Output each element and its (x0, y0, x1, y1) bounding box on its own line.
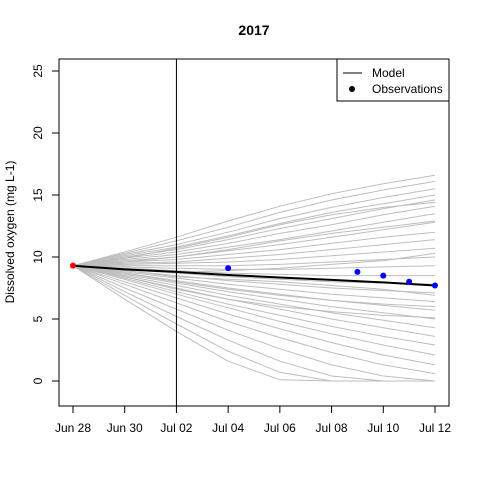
observation-point (225, 265, 232, 272)
ensemble-member-line (72, 265, 436, 382)
observation-point (380, 272, 387, 279)
ensemble-member-line (72, 174, 436, 267)
y-tick-label: 0 (31, 377, 45, 384)
ensemble-member-line (72, 265, 435, 382)
ensemble-member-line (72, 265, 436, 319)
y-tick-label: 10 (31, 250, 45, 264)
y-axis: 0 5 10 15 20 25 (31, 64, 60, 384)
initial-observation-point (70, 262, 76, 269)
ensemble-member-line (72, 265, 436, 308)
ensemble-member-line (72, 221, 436, 267)
ensemble-member-line (72, 188, 436, 267)
model-mean-layer (72, 264, 436, 287)
ensemble-member-line (72, 239, 436, 267)
ensemble-member-line (72, 220, 436, 267)
x-tick-label: Jun 30 (107, 421, 143, 435)
x-tick-label: Jul 10 (367, 421, 399, 435)
ensemble-member-line (72, 180, 436, 267)
legend-box (336, 58, 450, 102)
y-tick-label: 5 (31, 315, 45, 322)
ensemble-member-line (72, 201, 436, 267)
x-tick-label: Jul 08 (316, 421, 348, 435)
x-tick-label: Jun 28 (55, 421, 91, 435)
observation-point (406, 278, 413, 285)
y-tick-label: 25 (31, 64, 45, 78)
ensemble-member-line (72, 265, 436, 366)
legend-observations-label: Observations (372, 82, 443, 96)
x-axis: Jun 28 Jun 30 Jul 02 Jul 04 Jul 06 Jul 08 Jul … (55, 405, 451, 435)
ensemble-member-line (72, 194, 436, 267)
ensemble-member-line (72, 265, 436, 296)
ensemble-members (72, 174, 436, 382)
legend: Model Observations (336, 58, 450, 102)
x-tick-label: Jul 04 (212, 421, 244, 435)
y-tick-label: 15 (31, 188, 45, 202)
model-mean-line (72, 264, 436, 287)
ensemble-member-line (72, 265, 436, 320)
legend-model-label: Model (372, 66, 405, 80)
ensemble-member-line (73, 256, 436, 267)
x-tick-label: Jul 02 (160, 421, 192, 435)
chart-title: 2017 (238, 22, 269, 38)
y-axis-label: Dissolved oxygen (mg L-1) (3, 161, 17, 304)
observation-point (432, 282, 438, 289)
ensemble-member-line (72, 199, 436, 267)
y-tick-label: 20 (31, 126, 45, 140)
ensemble-member-line (72, 265, 436, 375)
ensemble-member-line (72, 213, 436, 267)
ensemble-member-line (72, 265, 436, 346)
x-tick-label: Jul 06 (264, 421, 296, 435)
ensemble-member-line (72, 265, 436, 329)
observation-points (70, 262, 438, 289)
ensemble-member-line (72, 265, 436, 303)
ensemble-member-line (72, 265, 435, 382)
legend-observations-dot (349, 86, 355, 92)
ensemble-member-line (72, 247, 436, 267)
observation-point (354, 268, 361, 275)
ensemble-member-line (72, 205, 436, 267)
x-tick-label: Jul 12 (419, 421, 451, 435)
ensemble-member-line (72, 265, 436, 356)
